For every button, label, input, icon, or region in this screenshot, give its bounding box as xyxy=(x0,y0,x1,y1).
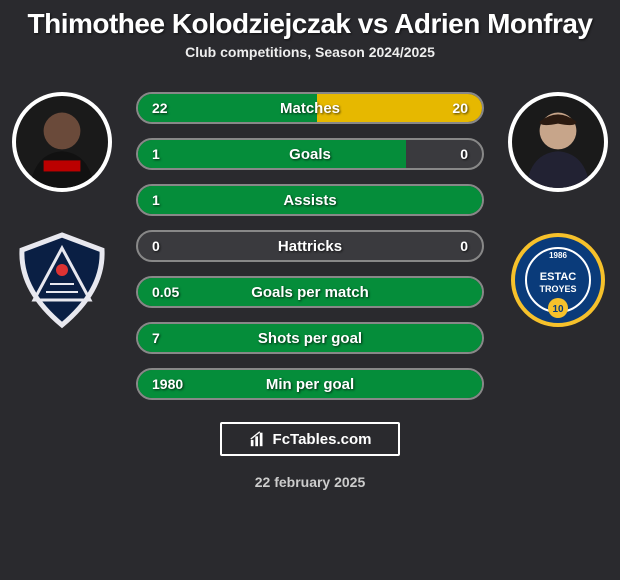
stat-label: Matches xyxy=(280,100,340,117)
stat-value-right: 0 xyxy=(460,238,468,254)
brand-box[interactable]: FcTables.com xyxy=(220,422,400,456)
right-player-avatar xyxy=(508,92,608,192)
stat-row: 22 Matches 20 xyxy=(136,92,484,124)
stat-label: Goals per match xyxy=(251,284,369,301)
stat-value-left: 7 xyxy=(152,330,160,346)
stat-value-right: 20 xyxy=(452,100,468,116)
stat-value-left: 22 xyxy=(152,100,168,116)
left-club-badge xyxy=(12,230,112,330)
stats-column: 22 Matches 20 1 Goals 0 1 Assists 0 Hattricks 0 0.0… xyxy=(136,92,484,400)
stat-row: 1980 Min per goal xyxy=(136,368,484,400)
stat-row: 1 Assists xyxy=(136,184,484,216)
left-player-col xyxy=(12,92,112,330)
stat-row: 0 Hattricks 0 xyxy=(136,230,484,262)
stat-value-left: 0.05 xyxy=(152,284,179,300)
brand-text: FcTables.com xyxy=(273,431,372,448)
stat-row: 7 Shots per goal xyxy=(136,322,484,354)
stat-value-left: 0 xyxy=(152,238,160,254)
stat-value-left: 1 xyxy=(152,146,160,162)
stat-label: Assists xyxy=(283,192,336,209)
stat-row: 0.05 Goals per match xyxy=(136,276,484,308)
svg-text:ESTAC: ESTAC xyxy=(540,271,577,283)
stat-row: 1 Goals 0 xyxy=(136,138,484,170)
right-player-col: 1986 ESTAC TROYES 10 xyxy=(508,92,608,330)
stat-label: Shots per goal xyxy=(258,330,362,347)
avatar-placeholder-icon xyxy=(512,96,604,188)
svg-text:10: 10 xyxy=(552,304,564,315)
svg-text:1986: 1986 xyxy=(549,251,567,260)
stat-bar-left xyxy=(138,140,406,168)
chart-icon xyxy=(249,430,267,448)
left-player-avatar xyxy=(12,92,112,192)
right-club-badge: 1986 ESTAC TROYES 10 xyxy=(508,230,608,330)
comparison-content: 22 Matches 20 1 Goals 0 1 Assists 0 Hattricks 0 0.0… xyxy=(0,92,620,400)
club-badge-icon: 1986 ESTAC TROYES 10 xyxy=(508,230,608,330)
stat-label: Min per goal xyxy=(266,376,354,393)
club-badge-icon xyxy=(12,230,112,330)
stat-label: Hattricks xyxy=(278,238,342,255)
stat-label: Goals xyxy=(289,146,331,163)
stat-value-left: 1 xyxy=(152,192,160,208)
page-subtitle: Club competitions, Season 2024/2025 xyxy=(0,44,620,60)
svg-text:TROYES: TROYES xyxy=(539,284,576,294)
stat-value-right: 0 xyxy=(460,146,468,162)
stat-value-left: 1980 xyxy=(152,376,183,392)
avatar-placeholder-icon xyxy=(16,96,108,188)
page-title: Thimothee Kolodziejczak vs Adrien Monfra… xyxy=(0,0,620,44)
date-text: 22 february 2025 xyxy=(0,474,620,490)
